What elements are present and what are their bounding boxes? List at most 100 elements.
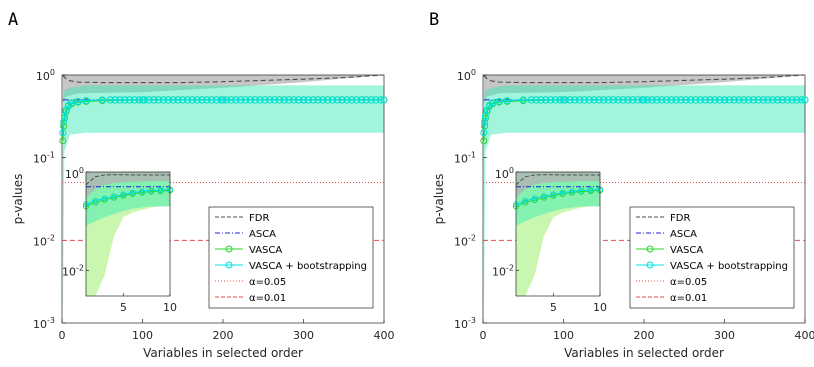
data-point (208, 96, 216, 104)
data-point (304, 96, 312, 104)
data-point (261, 96, 269, 104)
inset-frame (85, 171, 171, 297)
vasca-bootstrapping-range-band (62, 85, 385, 323)
data-point (706, 96, 714, 104)
x-tick-label: 200 (213, 329, 234, 342)
inset-data-point (129, 189, 136, 196)
x-tick-label: 400 (374, 329, 395, 342)
data-point (788, 96, 796, 104)
data-point (106, 96, 114, 104)
y-tick-label-exponent: -3 (468, 316, 476, 325)
inset-series-fdr (515, 174, 600, 186)
data-point (338, 96, 346, 104)
data-point (730, 96, 738, 104)
y-tick-label-base: 10 (457, 70, 471, 83)
panel-label: B (429, 10, 439, 30)
data-point (290, 96, 298, 104)
inset-data-point (587, 186, 594, 194)
y-tick-label-exponent: 0 (471, 68, 476, 77)
y-axis-label: p-values (432, 174, 446, 225)
data-point (174, 96, 182, 104)
data-point (575, 96, 584, 104)
y-tick-label-exponent: 0 (50, 68, 55, 77)
y-tick-label: 100 (457, 68, 476, 83)
data-point (503, 97, 511, 105)
data-point (164, 96, 172, 104)
y-tick-label: 100 (36, 68, 55, 83)
inset-series-vasca-bootstrapping (515, 189, 601, 205)
data-point (74, 97, 82, 105)
inset-data-point (148, 187, 155, 194)
data-point (481, 112, 489, 120)
data-point (778, 96, 787, 104)
data-point (658, 96, 666, 104)
series-fdr (62, 74, 385, 84)
legend-entry: FDR (670, 213, 690, 224)
data-point (154, 96, 163, 104)
inset-x-tick-label: 5 (120, 301, 127, 314)
data-point (740, 96, 748, 104)
data-point (227, 96, 235, 104)
data-point (352, 96, 361, 104)
data-point (725, 96, 733, 104)
x-tick-label: 100 (132, 329, 153, 342)
legend-marker (225, 261, 233, 269)
legend-entry: VASCA (670, 245, 703, 256)
data-point (648, 96, 656, 104)
y-axis-label: p-values (11, 174, 25, 225)
inset-data-point (550, 191, 557, 198)
data-point (532, 96, 540, 104)
data-point (309, 96, 317, 104)
inset-bootstrap-band (516, 172, 600, 226)
inset-data-point (92, 199, 99, 206)
y-tick-label: 10-3 (33, 316, 55, 331)
inset-frame (515, 171, 601, 297)
data-point (580, 96, 589, 104)
legend-entry: α=0.01 (670, 293, 707, 304)
inset-series-fdr (85, 174, 170, 186)
data-point (270, 96, 279, 104)
data-point (495, 97, 503, 105)
data-point (551, 96, 560, 104)
data-point (711, 96, 719, 104)
data-point (519, 96, 527, 104)
inset-y-tick-label: 10-2 (492, 263, 514, 278)
data-point (82, 97, 90, 105)
data-point (98, 96, 106, 104)
y-tick-label-base: 10 (33, 318, 47, 331)
x-tick-label: 300 (714, 329, 735, 342)
data-point (357, 96, 366, 104)
y-tick-label-exponent: -1 (47, 151, 55, 160)
data-point (299, 96, 308, 104)
inset-y-tick-label-exponent: -2 (76, 263, 84, 272)
data-point (783, 96, 791, 104)
data-point (241, 96, 250, 104)
data-point (275, 96, 283, 104)
data-point (793, 96, 801, 104)
data-point (362, 96, 370, 104)
data-point (696, 96, 704, 104)
data-point (624, 96, 632, 104)
legend-marker (646, 261, 654, 269)
inset-fdr-band (86, 172, 170, 198)
data-point (266, 96, 274, 104)
data-point (111, 96, 119, 104)
inset-x-tick-label: 10 (593, 301, 607, 314)
data-point (749, 96, 758, 104)
y-tick-label: 10-2 (33, 233, 55, 248)
inset-y-tick-label-base: 10 (492, 265, 506, 278)
data-point (677, 96, 685, 104)
y-tick-label-base: 10 (36, 70, 50, 83)
inset-data-point (568, 188, 576, 195)
data-point (801, 96, 809, 104)
inset-data-point (120, 191, 127, 198)
y-tick-label-exponent: -2 (47, 233, 55, 242)
data-point (691, 96, 700, 104)
data-point (59, 129, 67, 137)
data-point (595, 96, 603, 104)
data-point (585, 96, 593, 104)
data-point (667, 96, 676, 104)
data-point (377, 96, 385, 104)
